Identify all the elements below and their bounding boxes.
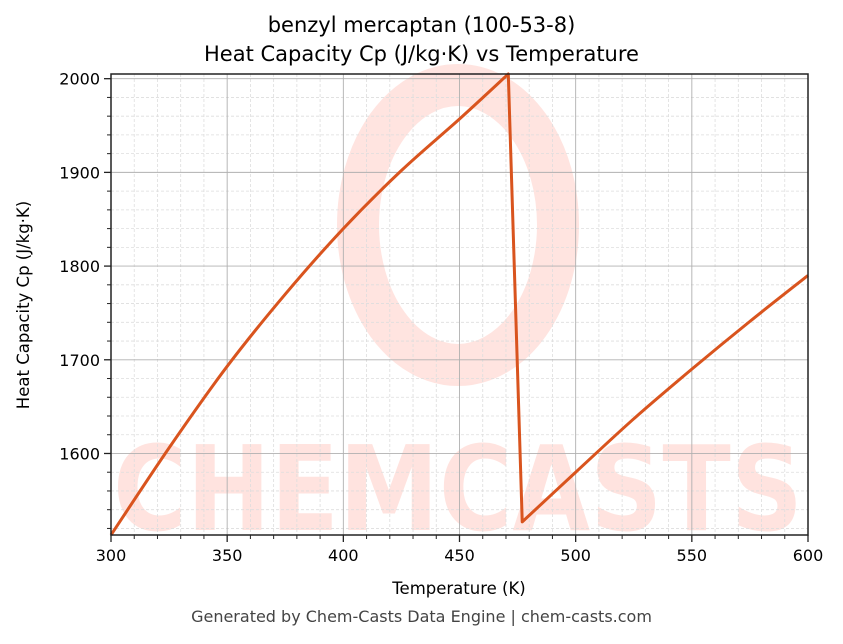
plot-frame xyxy=(110,73,809,536)
data-line xyxy=(109,72,809,536)
x-tick-label: 350 xyxy=(212,546,243,565)
major-grid xyxy=(110,74,809,535)
x-tick-label: 600 xyxy=(793,546,824,565)
axis-ticks: 300 350 400 450 500 550 600 1600 1700 1800 1900 200… xyxy=(59,70,823,565)
y-tick-label: 1700 xyxy=(59,351,100,370)
x-axis-label: Temperature (K) xyxy=(391,579,525,598)
y-tick-label: 2000 xyxy=(59,70,100,89)
chart-title: benzyl mercaptan (100-53-8) xyxy=(267,13,576,37)
svg-text:CHEMCASTS: CHEMCASTS xyxy=(113,420,803,558)
chart-subtitle: Heat Capacity Cp (J/kg·K) vs Temperature xyxy=(204,42,639,66)
x-tick-label: 400 xyxy=(328,546,359,565)
x-tick-label: 450 xyxy=(444,546,475,565)
watermark: CHEMCASTS xyxy=(113,64,803,558)
x-tick-label: 300 xyxy=(96,546,127,565)
y-tick-label: 1800 xyxy=(59,257,100,276)
footer-credit: Generated by Chem-Casts Data Engine | ch… xyxy=(191,607,652,626)
y-tick-label: 1900 xyxy=(59,163,100,182)
y-axis-label: Heat Capacity Cp (J/kg·K) xyxy=(14,201,33,409)
y-tick-label: 1600 xyxy=(59,444,100,463)
x-tick-label: 550 xyxy=(677,546,708,565)
x-tick-label: 500 xyxy=(560,546,591,565)
